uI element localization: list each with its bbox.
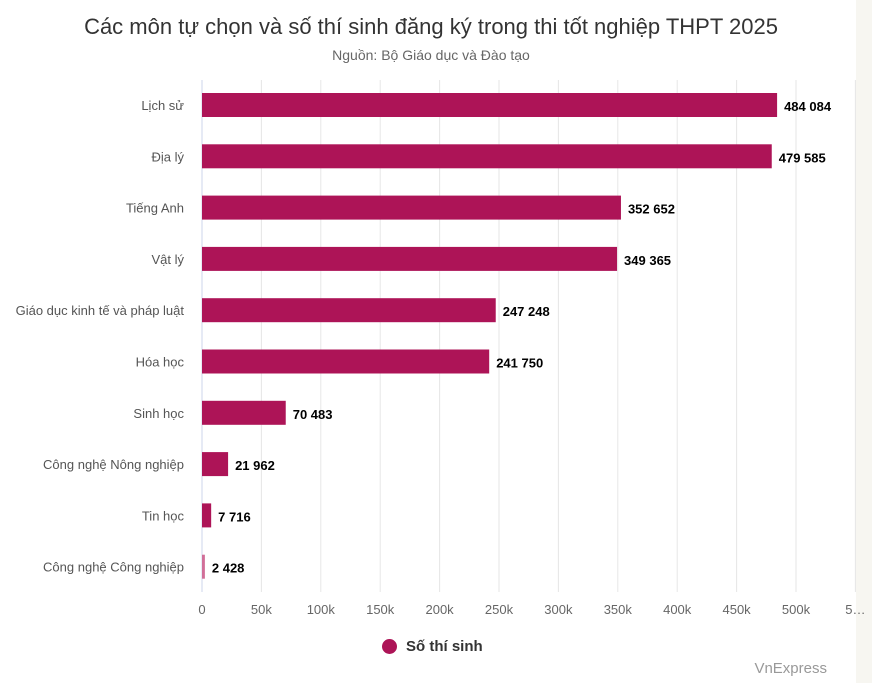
y-category-label: Công nghệ Công nghiệp xyxy=(43,560,184,575)
data-label: 479 585 xyxy=(779,150,826,165)
bar xyxy=(202,144,772,169)
y-category-label: Địa lý xyxy=(151,149,184,164)
y-category-label: Tin học xyxy=(142,508,185,523)
x-tick-label: 450k xyxy=(722,602,751,617)
bar xyxy=(202,554,205,579)
legend-item[interactable]: Số thí sinh xyxy=(382,638,483,655)
data-label: 7 716 xyxy=(218,509,251,524)
x-tick-label: 5… xyxy=(845,602,865,617)
credit: VnExpress xyxy=(754,660,827,677)
y-category-label: Sinh học xyxy=(133,406,184,421)
data-label: 241 750 xyxy=(496,356,543,371)
bar xyxy=(202,400,286,425)
data-label: 70 483 xyxy=(293,407,333,422)
x-tick-label: 500k xyxy=(782,602,811,617)
bar xyxy=(202,349,490,374)
y-category-label: Lịch sử xyxy=(141,98,184,113)
data-label: 352 652 xyxy=(628,202,675,217)
bar xyxy=(202,298,496,323)
data-label: 2 428 xyxy=(212,561,245,576)
y-category-label: Giáo dục kinh tế và pháp luật xyxy=(16,303,185,318)
x-tick-label: 400k xyxy=(663,602,692,617)
bar xyxy=(202,195,621,220)
data-label: 349 365 xyxy=(624,253,671,268)
x-tick-label: 150k xyxy=(366,602,395,617)
data-label: 21 962 xyxy=(235,458,275,473)
x-tick-label: 350k xyxy=(604,602,633,617)
chart-title: Các môn tự chọn và số thí sinh đăng ký t… xyxy=(84,14,778,39)
data-label: 247 248 xyxy=(503,304,550,319)
x-tick-label: 0 xyxy=(198,602,205,617)
legend-label: Số thí sinh xyxy=(406,638,483,655)
bar xyxy=(202,503,212,528)
y-category-label: Vật lý xyxy=(151,252,184,267)
y-category-label: Tiếng Anh xyxy=(126,201,184,216)
x-tick-label: 300k xyxy=(544,602,573,617)
y-category-label: Công nghệ Nông nghiệp xyxy=(43,457,184,472)
bar xyxy=(202,246,618,271)
data-label: 484 084 xyxy=(784,99,832,114)
bar xyxy=(202,452,229,477)
bar xyxy=(202,93,778,117)
chart-subtitle: Nguồn: Bộ Giáo dục và Đào tạo xyxy=(332,47,530,63)
y-category-label: Hóa học xyxy=(136,355,185,370)
x-tick-label: 50k xyxy=(251,602,272,617)
legend-marker xyxy=(382,639,397,654)
x-tick-label: 200k xyxy=(425,602,454,617)
x-tick-label: 100k xyxy=(307,602,336,617)
x-tick-label: 250k xyxy=(485,602,514,617)
